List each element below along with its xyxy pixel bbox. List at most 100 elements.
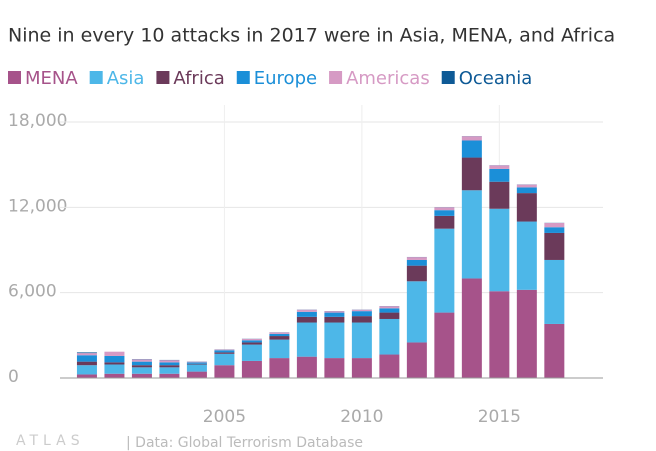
bar-segment: [351, 309, 372, 312]
bar-segment: [159, 367, 180, 374]
bar-segment: [269, 358, 290, 378]
y-tick-label: 6,000: [8, 282, 57, 302]
bar-segment: [324, 316, 345, 323]
bar-segment: [76, 355, 97, 362]
bar-segment: [489, 165, 510, 169]
bar-segment: [434, 210, 455, 216]
bar-segment: [131, 365, 152, 368]
legend-swatch: [329, 71, 343, 84]
source: | Data: Global Terrorism Database: [126, 435, 363, 451]
bar-segment: [186, 371, 207, 378]
bar-segment: [186, 362, 207, 364]
bar-segment: [131, 373, 152, 378]
bar-segment: [214, 365, 235, 378]
bar-segment: [104, 364, 125, 374]
bar-segment: [544, 323, 565, 378]
bar-segment: [516, 221, 537, 290]
bar-segment: [544, 259, 565, 324]
bar-segment: [489, 291, 510, 378]
bar-segment: [241, 344, 262, 361]
bar-segment: [241, 340, 262, 343]
bar-segment: [489, 181, 510, 209]
bar-segment: [159, 362, 180, 366]
legend-label: Oceania: [459, 68, 533, 89]
bar-segment: [434, 207, 455, 211]
bar-segment: [544, 227, 565, 233]
bar-segment: [131, 367, 152, 374]
chart-title: Nine in every 10 attacks in 2017 were in…: [8, 25, 615, 47]
bar-segment: [461, 136, 482, 141]
bar-segment: [296, 316, 317, 323]
x-tick-label: 2005: [203, 407, 246, 427]
bar-segment: [214, 353, 235, 366]
bar-segment: [269, 332, 290, 334]
bar-segment: [406, 259, 427, 266]
y-tick-label: 0: [8, 367, 19, 387]
bar-segment: [241, 360, 262, 378]
bar-segment: [434, 312, 455, 378]
y-tick-label: 12,000: [8, 196, 67, 216]
bar-segment: [214, 349, 235, 351]
bar-segment: [406, 257, 427, 260]
legend-swatch: [441, 71, 455, 84]
bar-segment: [104, 362, 125, 365]
bar-segment: [461, 278, 482, 378]
bar-segment: [379, 312, 400, 319]
bar-segment: [434, 228, 455, 313]
bar-segment: [296, 356, 317, 378]
bar-segment: [324, 322, 345, 359]
bar-segment: [324, 311, 345, 313]
bar-segment: [296, 309, 317, 312]
legend-swatch: [89, 71, 103, 84]
bar-segment: [516, 187, 537, 194]
bar-segment: [214, 350, 235, 353]
bar-segment: [159, 365, 180, 368]
legend-label: Asia: [107, 68, 145, 89]
bar-segment: [461, 157, 482, 191]
bar-segment: [461, 140, 482, 158]
bar-segment: [516, 289, 537, 378]
bar-segment: [186, 363, 207, 365]
bar-segment: [269, 333, 290, 337]
bar-segment: [351, 322, 372, 359]
bar-segment: [76, 365, 97, 375]
bar-segment: [461, 190, 482, 279]
legend-label: Americas: [346, 68, 430, 89]
bar-segment: [516, 184, 537, 188]
bar-segment: [76, 374, 97, 378]
bar-segment: [296, 322, 317, 357]
legend-label: MENA: [25, 68, 78, 89]
bar-segment: [76, 353, 97, 356]
bar-segment: [379, 354, 400, 378]
bar-segment: [186, 361, 207, 363]
bar-segment: [544, 222, 565, 228]
bar-segment: [379, 318, 400, 355]
bar-segment: [379, 306, 400, 309]
bar-segment: [269, 339, 290, 359]
legend-label: Europe: [254, 68, 317, 89]
bar-segment: [214, 352, 235, 354]
legend-label: Africa: [173, 68, 224, 89]
bar-segment: [269, 336, 290, 340]
bar-segment: [76, 352, 97, 354]
legend-swatch: [236, 71, 250, 84]
bar-segment: [76, 361, 97, 366]
bar-segment: [406, 265, 427, 282]
bar-segment: [296, 311, 317, 317]
bar-segment: [159, 373, 180, 378]
bar-segment: [489, 168, 510, 182]
bar-segment: [324, 358, 345, 378]
legend-swatch: [156, 71, 170, 84]
bar-segment: [351, 358, 372, 378]
bar-segment: [159, 360, 180, 363]
y-tick-label: 18,000: [8, 111, 67, 131]
bar-segment: [351, 311, 372, 317]
bar-segment: [104, 351, 125, 356]
bar-segment: [241, 342, 262, 345]
bar-segment: [131, 361, 152, 366]
x-tick-label: 2015: [478, 407, 521, 427]
bar-segment: [351, 316, 372, 323]
bar-segment: [489, 208, 510, 292]
logo: ATLAS: [16, 433, 85, 449]
